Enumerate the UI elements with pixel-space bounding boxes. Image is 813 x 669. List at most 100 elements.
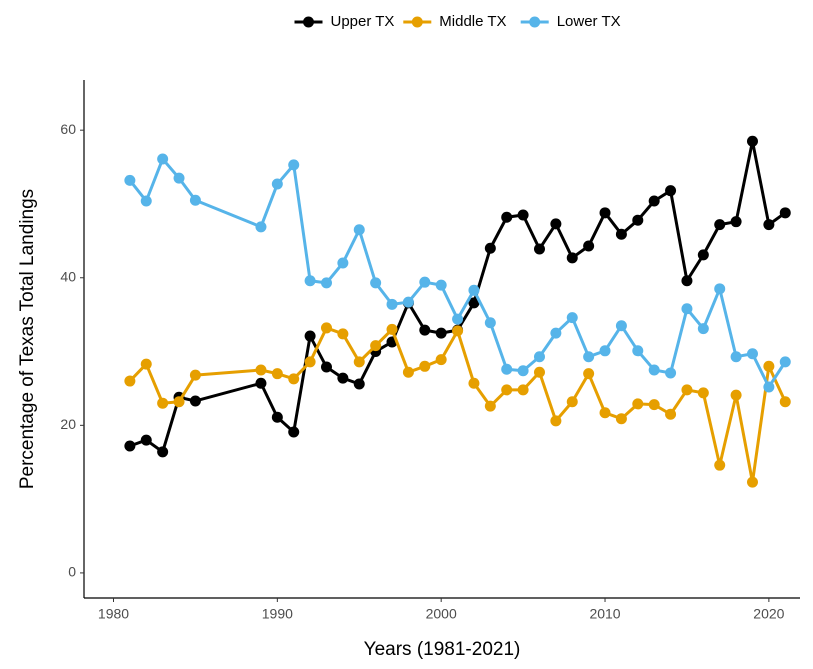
data-point bbox=[763, 381, 775, 393]
data-point bbox=[157, 446, 169, 458]
data-point bbox=[697, 249, 709, 261]
y-tick-label: 60 bbox=[60, 121, 76, 137]
data-point bbox=[353, 356, 365, 368]
data-point bbox=[304, 356, 316, 368]
data-point bbox=[533, 366, 545, 378]
data-point bbox=[599, 345, 611, 357]
data-point bbox=[337, 372, 349, 384]
data-point bbox=[665, 185, 677, 197]
data-point bbox=[255, 377, 267, 389]
data-point bbox=[517, 365, 529, 377]
data-point bbox=[288, 426, 300, 438]
data-point bbox=[615, 320, 627, 332]
data-point bbox=[566, 312, 578, 324]
data-point bbox=[550, 327, 562, 339]
data-point bbox=[517, 209, 529, 221]
data-point bbox=[419, 324, 431, 336]
data-point bbox=[746, 476, 758, 488]
legend-marker bbox=[303, 16, 314, 28]
data-point bbox=[255, 364, 267, 376]
data-point bbox=[648, 195, 660, 207]
data-point bbox=[386, 298, 398, 310]
data-point bbox=[484, 242, 496, 254]
legend-marker bbox=[529, 16, 541, 28]
data-point bbox=[140, 358, 152, 370]
data-point bbox=[271, 178, 283, 190]
legend-label: Middle TX bbox=[439, 13, 506, 30]
data-point bbox=[320, 277, 332, 289]
data-point bbox=[386, 323, 398, 335]
data-point bbox=[288, 373, 300, 385]
data-point bbox=[583, 368, 595, 380]
legend-label: Upper TX bbox=[331, 13, 395, 30]
data-point bbox=[730, 351, 742, 363]
data-point bbox=[779, 396, 791, 408]
data-point bbox=[714, 219, 726, 231]
data-point bbox=[779, 356, 791, 368]
data-point bbox=[157, 153, 169, 165]
data-point bbox=[320, 361, 332, 373]
x-tick-label: 2000 bbox=[426, 606, 457, 622]
data-point bbox=[730, 389, 742, 401]
data-point bbox=[304, 330, 316, 342]
data-point bbox=[452, 325, 464, 337]
data-point bbox=[746, 135, 758, 147]
data-point bbox=[501, 363, 513, 375]
data-point bbox=[550, 415, 562, 427]
data-point bbox=[533, 243, 545, 255]
data-point bbox=[583, 240, 595, 252]
data-point bbox=[648, 399, 660, 411]
data-point bbox=[566, 252, 578, 264]
data-point bbox=[746, 348, 758, 360]
data-point bbox=[501, 211, 513, 223]
data-point bbox=[271, 411, 283, 423]
data-point bbox=[124, 174, 136, 186]
data-point bbox=[353, 224, 365, 236]
data-point bbox=[157, 397, 169, 409]
data-point bbox=[681, 303, 693, 315]
data-point bbox=[763, 360, 775, 372]
legend-marker bbox=[411, 16, 423, 28]
y-tick-label: 40 bbox=[60, 268, 76, 284]
data-point bbox=[140, 434, 152, 446]
data-point bbox=[484, 400, 496, 412]
data-point bbox=[681, 384, 693, 396]
data-point bbox=[763, 219, 775, 231]
data-point bbox=[779, 207, 791, 219]
data-point bbox=[189, 369, 201, 381]
y-tick-label: 20 bbox=[60, 416, 76, 432]
x-tick-label: 2020 bbox=[753, 606, 784, 622]
legend-label: Lower TX bbox=[557, 13, 621, 30]
data-point bbox=[599, 207, 611, 219]
data-point bbox=[140, 195, 152, 207]
data-point bbox=[402, 366, 414, 378]
data-point bbox=[255, 221, 267, 233]
data-point bbox=[288, 159, 300, 171]
data-point bbox=[665, 367, 677, 379]
data-point bbox=[173, 172, 185, 184]
data-point bbox=[435, 354, 447, 366]
data-point bbox=[599, 407, 611, 419]
data-point bbox=[402, 296, 414, 308]
data-point bbox=[583, 351, 595, 363]
data-point bbox=[320, 322, 332, 334]
data-point bbox=[468, 284, 480, 296]
data-point bbox=[337, 328, 349, 340]
data-point bbox=[419, 360, 431, 372]
data-point bbox=[501, 384, 513, 396]
data-point bbox=[714, 459, 726, 471]
data-point bbox=[517, 384, 529, 396]
data-point bbox=[370, 277, 382, 289]
series-line bbox=[128, 326, 787, 484]
data-point bbox=[665, 408, 677, 420]
data-point bbox=[714, 283, 726, 295]
x-axis-label: Years (1981-2021) bbox=[364, 639, 521, 660]
data-point bbox=[632, 345, 644, 357]
x-tick-label: 2010 bbox=[589, 606, 620, 622]
data-point bbox=[468, 377, 480, 389]
data-point bbox=[370, 340, 382, 352]
data-point bbox=[337, 257, 349, 269]
data-point bbox=[271, 368, 283, 380]
